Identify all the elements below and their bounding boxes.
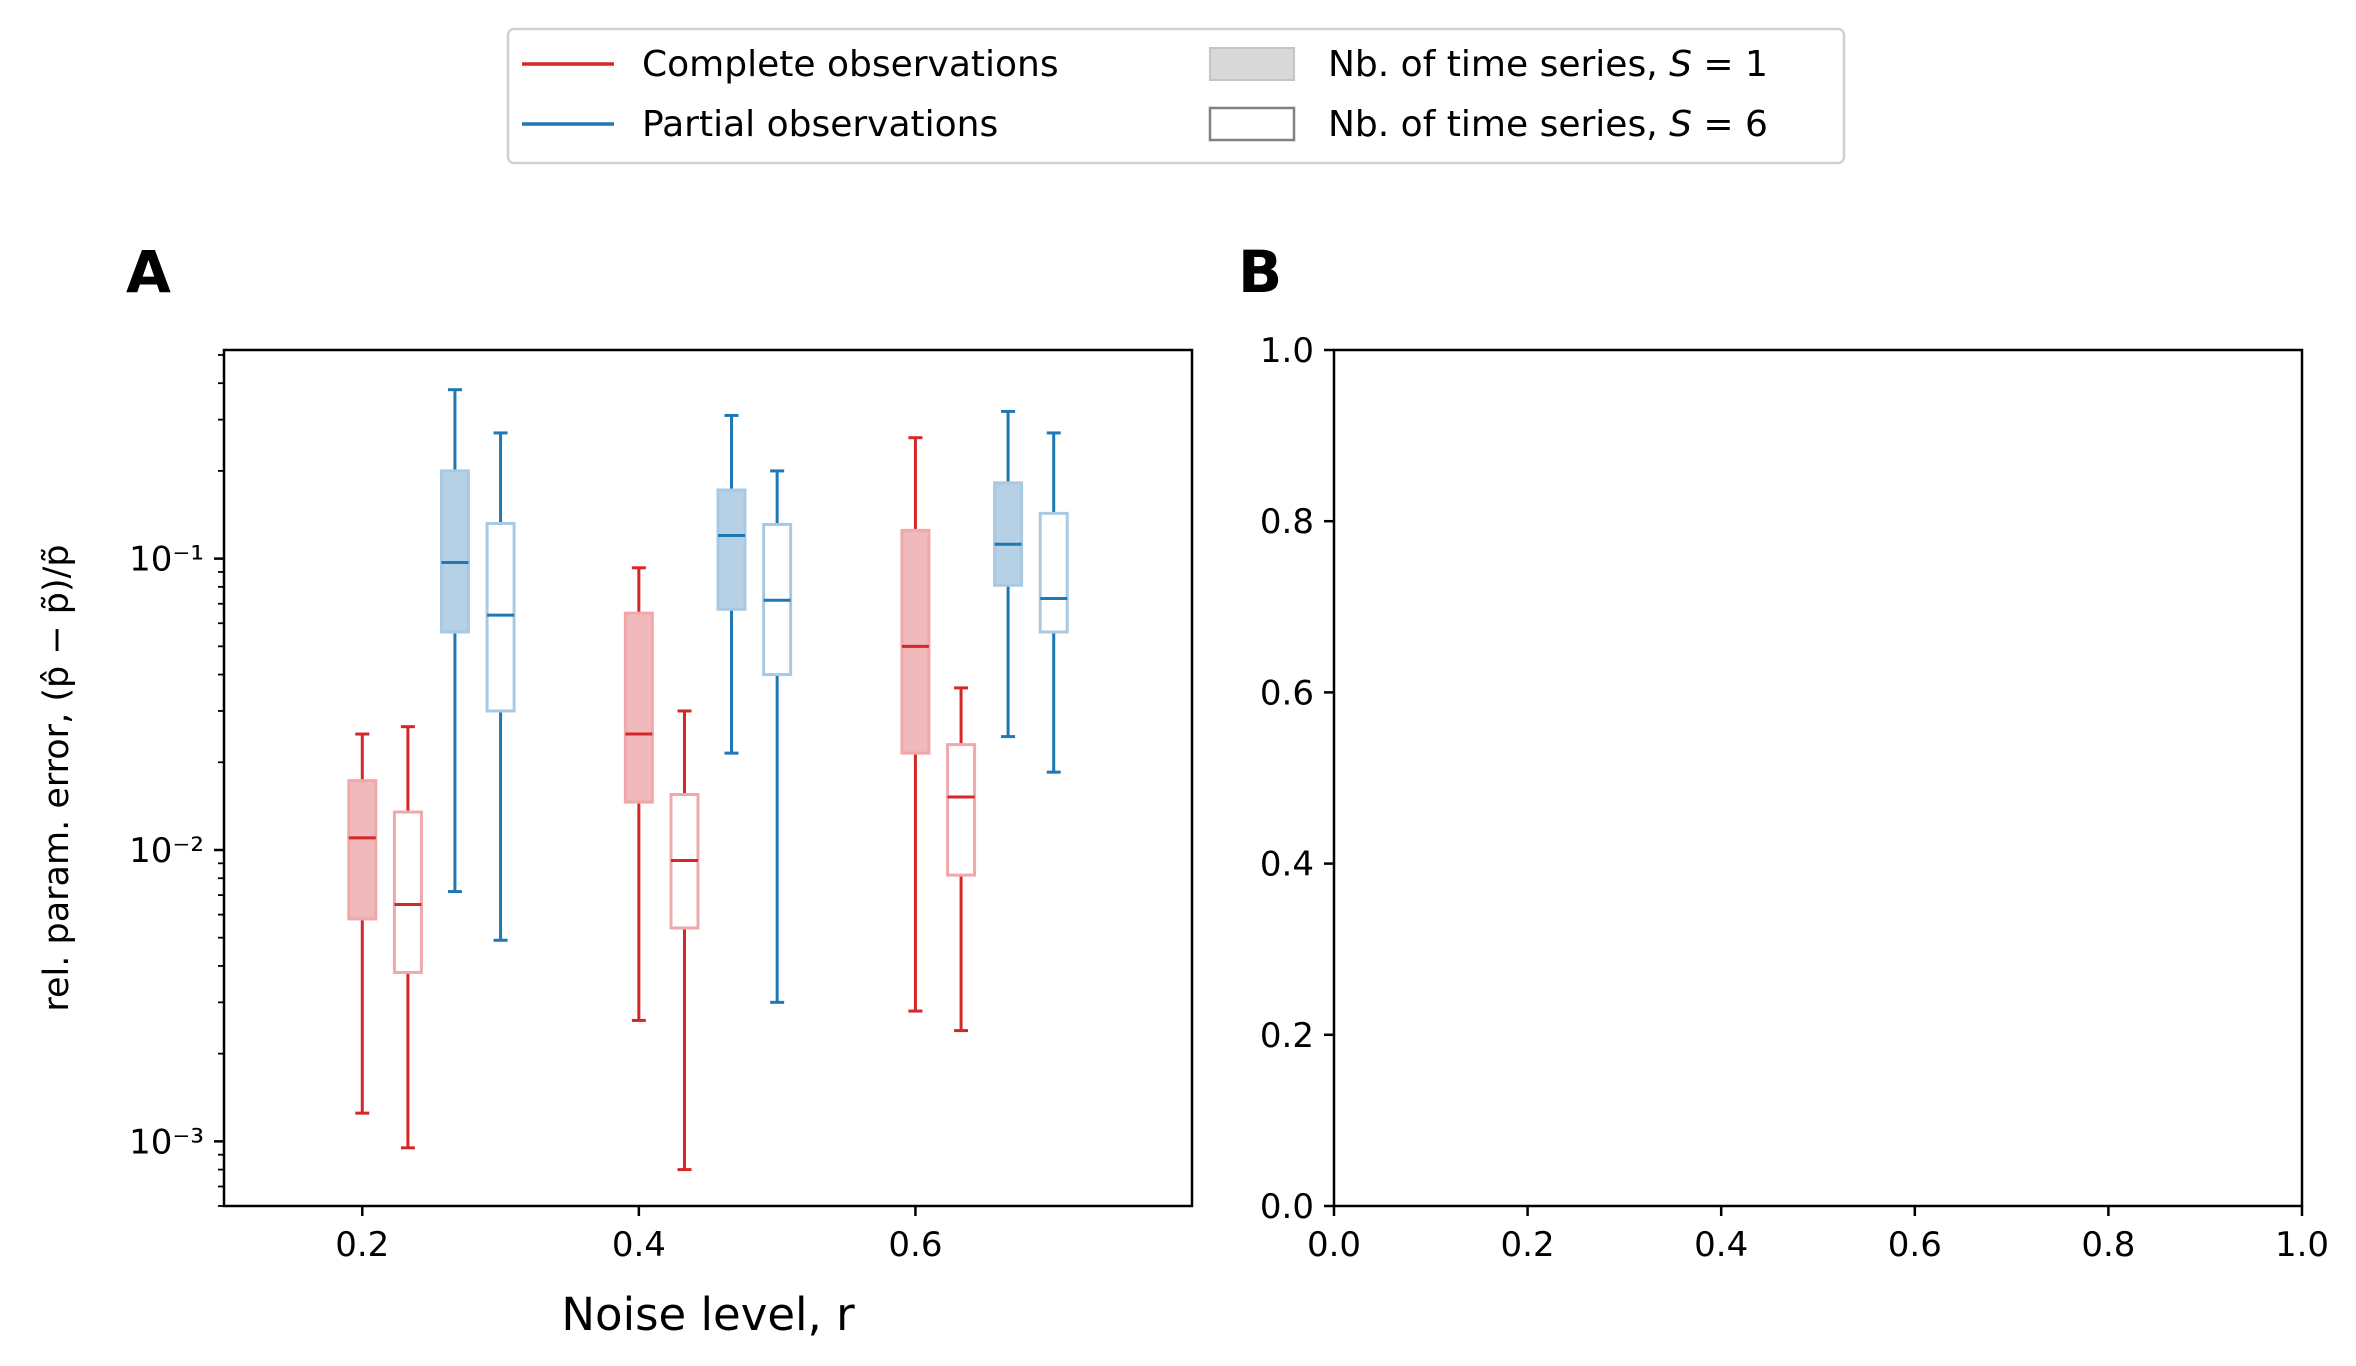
x-tick-label: 1.0 [2275,1225,2329,1265]
legend-label-partial: Partial observations [642,104,998,145]
box-complete-s6 [392,725,423,1150]
panel-b: 0.0 0.2 0.4 0.6 0.8 1.0 0.0 0.2 0.4 0.6 0.8 1.0 [1260,331,2329,1265]
legend-item-partial: Partial observations [522,104,998,145]
panel-a-x-ticks: 0.2 0.4 0.6 [335,1206,942,1265]
box-body [392,810,423,974]
box-body [716,488,747,611]
x-tick-label: 0.2 [1501,1225,1555,1265]
panel-letter-b: B [1238,238,1282,306]
box-partial-s1 [993,409,1024,739]
panel-b-frame [1332,348,2304,1208]
y-tick-label: 1.0 [1260,331,1314,371]
y-tick-label: 0.0 [1260,1187,1314,1227]
legend-label-s6: Nb. of time series, S = 6 [1328,104,1768,145]
legend-label-complete: Complete observations [642,44,1059,85]
panel-b-y-ticks: 0.0 0.2 0.4 0.6 0.8 1.0 [1260,331,1334,1227]
box-body [946,743,977,877]
panel-b-x-ticks: 0.0 0.2 0.4 0.6 0.8 1.0 [1307,1206,2329,1265]
x-tick-label: 0.6 [888,1225,942,1265]
panel-letter-a: A [126,238,171,306]
box-complete-s6 [669,709,700,1172]
box-partial-s1 [716,413,747,755]
panel-a-x-label: Noise level, r [561,1288,855,1341]
box-complete-s1 [347,732,378,1115]
box-partial-s6 [762,469,793,1004]
x-tick-label: 0.6 [1888,1225,1942,1265]
box-body [485,521,516,713]
legend-frame [506,27,1846,165]
x-tick-label: 0.2 [335,1225,389,1265]
box-complete-s6 [946,686,977,1033]
panel-a-frame [222,348,1194,1208]
box-partial-s6 [1038,431,1069,774]
legend-patch-filled [1209,47,1295,81]
box-body [1038,511,1069,634]
legend-item-s6: Nb. of time series, S = 6 [1208,104,1768,145]
box-complete-s1 [900,436,931,1013]
box-complete-s1 [623,566,654,1022]
y-tick-label: 10⁻² [129,831,204,871]
y-tick-label: 0.8 [1260,502,1314,542]
panel-a-y-label: rel. param. error, (p̂ − p̃)/p̃ [37,544,77,1011]
x-tick-label: 0.4 [1694,1225,1748,1265]
y-tick-label: 10⁻¹ [129,540,204,580]
box-body [439,469,470,634]
legend-item-complete: Complete observations [522,44,1059,85]
box-partial-s1 [439,388,470,894]
legend-label-s1: Nb. of time series, S = 1 [1328,44,1768,85]
x-tick-label: 0.0 [1307,1225,1361,1265]
panel-a-boxes [347,388,1069,1172]
box-body [900,528,931,755]
box-partial-s6 [485,431,516,942]
box-body [623,611,654,804]
box-body [993,481,1024,587]
y-tick-label: 0.4 [1260,845,1314,885]
y-tick-label: 10⁻³ [129,1122,204,1162]
box-body [347,779,378,921]
panel-a-y-ticks: 10⁻³ 10⁻² 10⁻¹ [129,540,224,1162]
x-tick-label: 0.4 [612,1225,666,1265]
y-tick-label: 0.2 [1260,1016,1314,1056]
legend-patch-empty [1208,106,1296,142]
y-tick-label: 0.6 [1260,673,1314,713]
x-tick-label: 0.8 [2081,1225,2135,1265]
legend-item-s1: Nb. of time series, S = 1 [1209,44,1768,85]
legend: Complete observations Partial observatio… [506,27,1846,165]
panel-a: 0.2 0.4 0.6 10⁻³ 10⁻² 10⁻¹ Noise level, r re… [37,348,1194,1341]
